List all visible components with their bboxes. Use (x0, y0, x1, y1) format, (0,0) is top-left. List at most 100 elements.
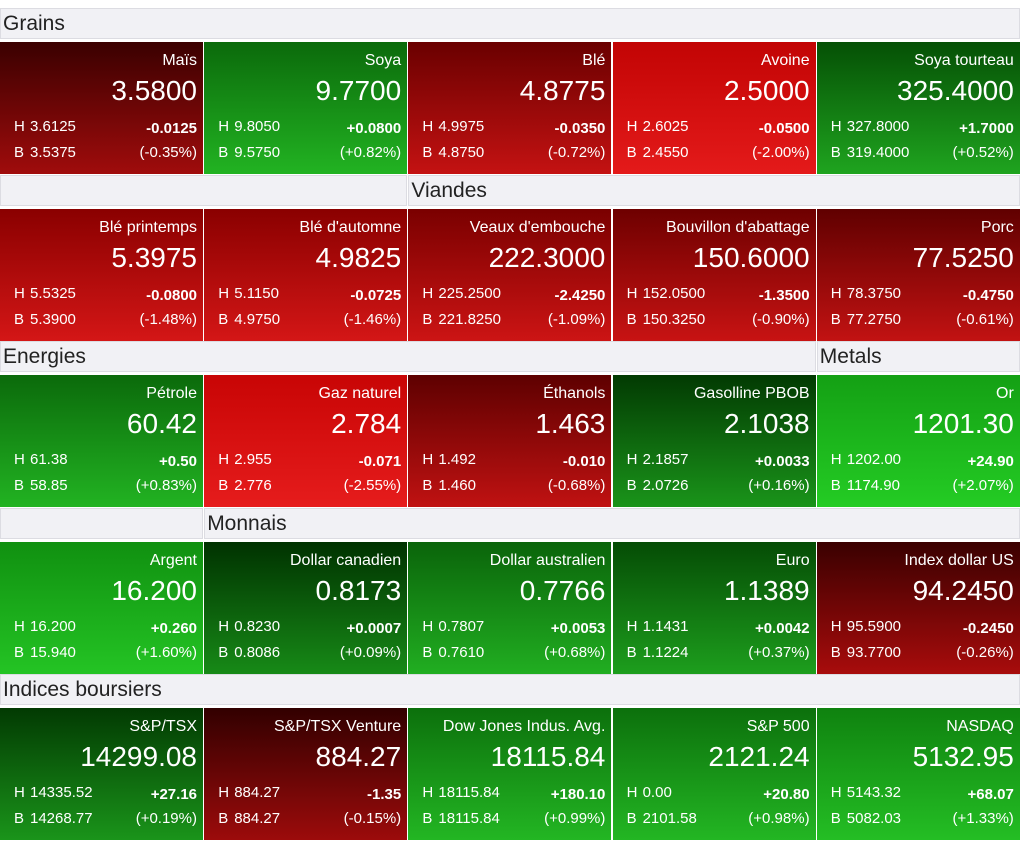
quote-tile: Porc 77.5250 H 78.3750 -0.4750 B 77.2750 (-0.61… (816, 208, 1020, 341)
quote-change: -0.0725 (350, 286, 402, 304)
high-label: H (626, 617, 638, 635)
quote-name: Dollar canadien (290, 551, 402, 569)
quote-high: 9.8050 (234, 118, 281, 135)
low-label: B (626, 810, 637, 828)
quote-low: 9.5750 (234, 144, 281, 161)
quote-low: 2.776 (234, 477, 272, 495)
section-header: Energies (0, 341, 816, 373)
quote-pct: (-0.68%) (547, 477, 606, 495)
low-label: B (422, 477, 433, 495)
quote-change: +180.10 (550, 786, 606, 804)
quote-low: 14268.77 (30, 810, 93, 828)
quote-name: S&P/TSX (129, 718, 197, 736)
section-header (0, 174, 408, 206)
quote-low: 93.7700 (846, 643, 902, 661)
quote-change: +24.90 (967, 453, 1014, 471)
quote-tile: Veaux d'embouche 222.3000 H 225.2500 -2.4250… (408, 208, 612, 341)
quote-high: 0.00 (642, 784, 672, 802)
quote-name: Dollar australien (489, 551, 606, 569)
quote-pct: (+2.07%) (952, 477, 1014, 495)
high-label: H (626, 284, 638, 302)
low-label: B (14, 643, 25, 661)
section-header: Viandes (408, 174, 1020, 206)
quote-last: 5132.95 (912, 741, 1014, 773)
high-label: H (830, 617, 842, 635)
quote-low: 4.9750 (234, 310, 281, 328)
quote-low: 1.1224 (642, 643, 689, 661)
quote-low: 18115.84 (438, 810, 500, 828)
quote-pct: (-0.61%) (956, 310, 1014, 328)
quote-pct: (-1.09%) (547, 310, 606, 328)
quote-low: 0.8086 (234, 643, 281, 661)
quote-name: Gasolline PBOB (693, 385, 810, 403)
high-label: H (218, 118, 230, 135)
low-label: B (830, 310, 841, 328)
quote-name: Blé (582, 52, 606, 69)
quote-tile: Argent 16.200 H 16.200 +0.260 B 15.940 (+1.60%) (0, 541, 203, 674)
quote-name: Pétrole (146, 385, 197, 403)
quote-last: 1.1389 (723, 574, 810, 606)
high-label: H (830, 284, 842, 302)
quote-change: -1.35 (366, 786, 402, 804)
quote-last: 884.27 (315, 741, 402, 773)
high-label: H (422, 118, 434, 135)
high-label: H (626, 118, 638, 135)
quote-change: -1.3500 (758, 286, 810, 304)
high-label: H (422, 284, 434, 302)
quote-name: Avoine (760, 52, 810, 69)
high-label: H (626, 784, 638, 802)
quote-pct: (-0.35%) (139, 144, 197, 161)
quote-change: -0.010 (562, 453, 606, 471)
section-header: Monnais (204, 507, 1020, 539)
quote-last: 4.9825 (315, 241, 402, 273)
quote-name: S&P 500 (746, 718, 810, 736)
quote-name: Argent (149, 551, 197, 569)
quote-low: 150.3250 (642, 310, 706, 328)
quote-tile: Dollar australien 0.7766 H 0.7807 +0.0053 B 0.… (408, 541, 612, 674)
low-label: B (626, 144, 637, 161)
quote-low: 15.940 (30, 643, 76, 661)
high-label: H (14, 617, 25, 635)
high-label: H (830, 784, 842, 802)
low-label: B (626, 477, 637, 495)
quote-low: 5.3900 (30, 310, 76, 328)
quote-tile: Dow Jones Indus. Avg. 18115.84 H 18115.84 +1… (408, 708, 612, 841)
quote-change: +68.07 (967, 786, 1014, 804)
low-label: B (218, 643, 229, 661)
quote-pct: (+0.19%) (135, 810, 197, 828)
quote-low: 221.8250 (438, 310, 501, 328)
quote-high: 3.6125 (30, 118, 76, 135)
quote-last: 2.1038 (723, 408, 810, 440)
low-label: B (626, 310, 637, 328)
quote-name: Euro (775, 551, 810, 569)
high-label: H (218, 784, 230, 802)
quote-tile: Blé 4.8775 H 4.9975 -0.0350 B 4.8750 (-0.72%) (408, 42, 612, 174)
quote-pct: (+0.82%) (339, 144, 402, 161)
quote-low: 4.8750 (438, 144, 485, 161)
quote-name: Bouvillon d'abattage (665, 218, 810, 236)
quote-tile: Blé d'automne 4.9825 H 5.1150 -0.0725 B 4.9750… (204, 208, 408, 341)
low-label: B (422, 810, 433, 828)
quote-last: 77.5250 (912, 241, 1014, 273)
low-label: B (14, 477, 25, 495)
quote-pct: (+0.99%) (544, 810, 606, 828)
quote-tile: S&P/TSX Venture 884.27 H 884.27 -1.35 B 884.27… (204, 708, 408, 841)
quote-pct: (+1.33%) (952, 810, 1014, 828)
low-label: B (830, 643, 841, 661)
quote-tile: S&P/TSX 14299.08 H 14335.52 +27.16 B 14268.77 (… (0, 708, 203, 841)
quote-change: +0.0053 (550, 619, 606, 637)
quote-name: Soya tourteau (914, 52, 1014, 69)
quote-low: 5082.03 (846, 810, 902, 828)
quote-last: 9.7700 (315, 75, 402, 106)
quote-high: 16.200 (30, 617, 76, 635)
quote-pct: (+0.83%) (135, 477, 197, 495)
high-label: H (218, 451, 230, 469)
quote-name: Or (996, 385, 1014, 403)
quote-pct: (+0.37%) (748, 643, 810, 661)
quote-name: S&P/TSX Venture (274, 718, 402, 736)
quote-tile: Bouvillon d'abattage 150.6000 H 152.0500 -1.… (612, 208, 816, 341)
quote-pct: (-0.26%) (956, 643, 1014, 661)
quote-last: 0.7766 (519, 574, 606, 606)
quote-change: +0.0007 (346, 619, 402, 637)
